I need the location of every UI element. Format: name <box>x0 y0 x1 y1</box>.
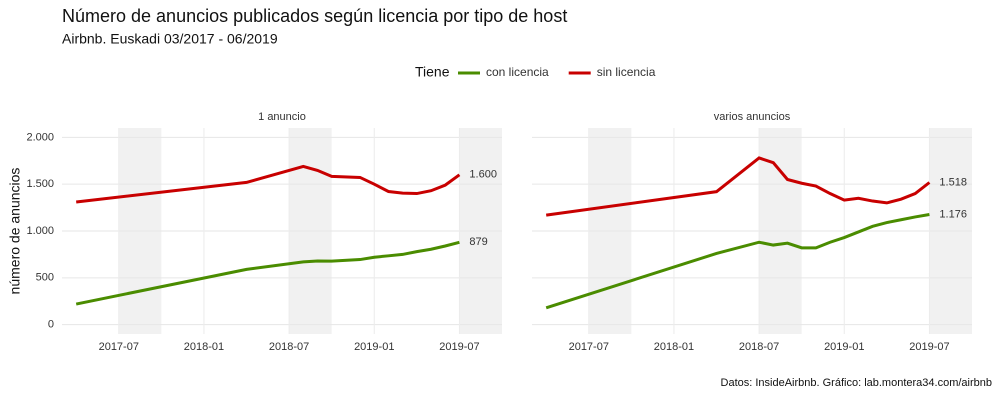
x-tick-label: 2018-01 <box>654 341 694 353</box>
value-label: 1.600 <box>469 169 497 181</box>
x-tick-label: 2019-07 <box>909 341 949 353</box>
facet-label: 1 anuncio <box>258 111 306 123</box>
y-tick-label: 1.000 <box>26 225 54 237</box>
x-tick-label: 2019-01 <box>354 341 394 353</box>
x-tick-label: 2019-01 <box>824 341 864 353</box>
x-tick-label: 2017-07 <box>99 341 139 353</box>
legend-label: sin licencia <box>597 65 656 79</box>
caption: Datos: InsideAirbnb. Gráfico: lab.monter… <box>721 377 992 389</box>
series-line <box>76 164 461 204</box>
y-tick-label: 1.500 <box>26 178 54 190</box>
y-tick-label: 2.000 <box>26 131 54 143</box>
value-label: 1.176 <box>939 208 967 220</box>
legend-label: con licencia <box>486 65 549 79</box>
x-tick-label: 2018-01 <box>184 341 224 353</box>
y-axis-label: número de anuncios <box>7 168 23 295</box>
x-tick-label: 2017-07 <box>569 341 609 353</box>
legend-title: Tiene <box>415 64 450 80</box>
x-tick-label: 2018-07 <box>739 341 779 353</box>
y-tick-label: 500 <box>36 272 54 284</box>
facet-label: varios anuncios <box>714 111 791 123</box>
value-label: 1.518 <box>939 176 967 188</box>
series-line <box>545 156 931 217</box>
x-tick-label: 2019-07 <box>439 341 479 353</box>
chart-subtitle: Airbnb. Euskadi 03/2017 - 06/2019 <box>62 31 278 47</box>
chart-title: Número de anuncios publicados según lice… <box>62 6 567 26</box>
series-line <box>545 213 930 310</box>
x-tick-label: 2018-07 <box>269 341 309 353</box>
y-tick-label: 0 <box>48 319 54 331</box>
value-label: 879 <box>469 236 487 248</box>
series-line <box>75 240 460 306</box>
